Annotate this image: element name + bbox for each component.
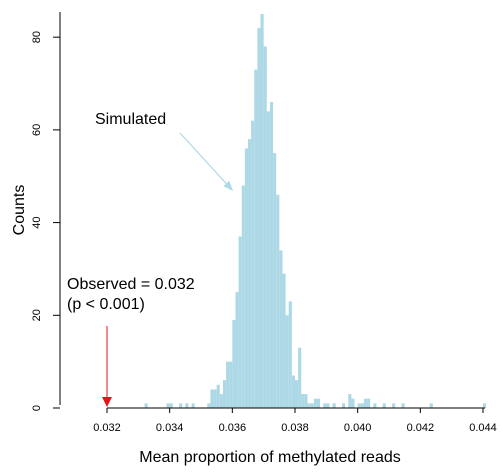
histogram-bar bbox=[332, 403, 336, 408]
histogram-bar bbox=[304, 394, 308, 408]
histogram-bar bbox=[219, 394, 223, 408]
histogram-bar bbox=[263, 46, 267, 408]
x-tick-label: 0.038 bbox=[281, 422, 309, 434]
histogram-bar bbox=[254, 69, 258, 409]
y-tick-label: 20 bbox=[31, 309, 43, 321]
y-tick-label: 80 bbox=[31, 31, 43, 43]
histogram-bar bbox=[266, 111, 270, 408]
histogram-bar bbox=[367, 398, 371, 408]
histogram-bar bbox=[226, 361, 230, 408]
histogram-bar bbox=[295, 380, 299, 408]
histogram-bar bbox=[392, 403, 396, 408]
histogram-bar bbox=[251, 120, 255, 409]
histogram-bar bbox=[222, 380, 227, 408]
histogram-bar bbox=[210, 389, 214, 408]
y-tick-label: 40 bbox=[31, 216, 43, 228]
y-tick-label: 60 bbox=[31, 124, 43, 136]
histogram-bar bbox=[323, 403, 327, 408]
histogram-bar bbox=[316, 398, 321, 408]
histogram-bar bbox=[342, 403, 346, 408]
x-tick-label: 0.044 bbox=[469, 422, 497, 434]
histogram-bar bbox=[235, 292, 239, 408]
histogram-bar bbox=[144, 403, 148, 408]
histogram-bar bbox=[348, 394, 352, 408]
histogram-bar bbox=[313, 398, 317, 408]
histogram-bar bbox=[191, 403, 195, 408]
histogram-bar bbox=[373, 403, 377, 408]
observed-arrow-head bbox=[102, 397, 112, 407]
histogram-bar bbox=[326, 403, 330, 408]
histogram-bar bbox=[483, 403, 487, 408]
histogram-bar bbox=[232, 319, 236, 408]
histogram-bar bbox=[298, 347, 302, 408]
histogram-bar bbox=[260, 14, 264, 408]
histogram-bar bbox=[269, 102, 274, 408]
histogram-bar bbox=[357, 403, 361, 408]
x-tick-label: 0.032 bbox=[93, 422, 121, 434]
x-tick-label: 0.042 bbox=[407, 422, 435, 434]
y-tick-label: 0 bbox=[31, 405, 43, 411]
histogram-bar bbox=[241, 185, 245, 408]
histogram-bar bbox=[285, 315, 289, 408]
simulated-label: Simulated bbox=[95, 111, 166, 128]
y-axis-ticks: 0 20 40 60 80 bbox=[31, 31, 60, 411]
histogram-bar bbox=[169, 403, 173, 408]
histogram-bar bbox=[185, 403, 189, 408]
histogram-bar bbox=[248, 139, 252, 408]
histogram-bar bbox=[288, 301, 292, 408]
histogram-bar bbox=[401, 403, 405, 408]
histogram-bar bbox=[238, 236, 242, 408]
histogram-bar bbox=[257, 27, 261, 408]
histogram-bar bbox=[229, 361, 233, 408]
x-axis-ticks: 0.032 0.034 0.036 0.038 0.040 0.042 0.044 bbox=[93, 408, 497, 434]
histogram-bar bbox=[429, 403, 433, 408]
histogram-bars bbox=[144, 14, 487, 409]
histogram-bar bbox=[276, 194, 280, 408]
x-tick-label: 0.034 bbox=[156, 422, 184, 434]
histogram-bar bbox=[213, 389, 217, 408]
histogram-bar bbox=[279, 250, 283, 408]
observed-p-value: (p < 0.001) bbox=[67, 296, 145, 313]
histogram-bar bbox=[351, 398, 355, 408]
histogram-bar bbox=[244, 148, 248, 409]
x-axis-title: Mean proportion of methylated reads bbox=[139, 449, 400, 466]
histogram-bar bbox=[291, 375, 295, 408]
observed-label: Observed = 0.032 bbox=[67, 276, 195, 293]
histogram-bar bbox=[216, 384, 220, 408]
histogram-bar bbox=[179, 403, 183, 408]
simulated-arrow bbox=[179, 132, 233, 191]
histogram-bar bbox=[166, 403, 170, 408]
x-tick-label: 0.040 bbox=[344, 422, 372, 434]
histogram-bar bbox=[382, 403, 386, 408]
histogram-bar bbox=[301, 394, 305, 408]
x-tick-label: 0.036 bbox=[219, 422, 247, 434]
histogram-bar bbox=[282, 273, 286, 408]
histogram-bar bbox=[360, 403, 364, 408]
histogram-bar bbox=[363, 398, 368, 408]
histogram-bar bbox=[310, 403, 314, 408]
histogram-bar bbox=[307, 403, 311, 408]
histogram-bar bbox=[207, 403, 211, 408]
histogram-bar bbox=[273, 153, 277, 408]
y-axis-title: Counts bbox=[11, 185, 28, 236]
